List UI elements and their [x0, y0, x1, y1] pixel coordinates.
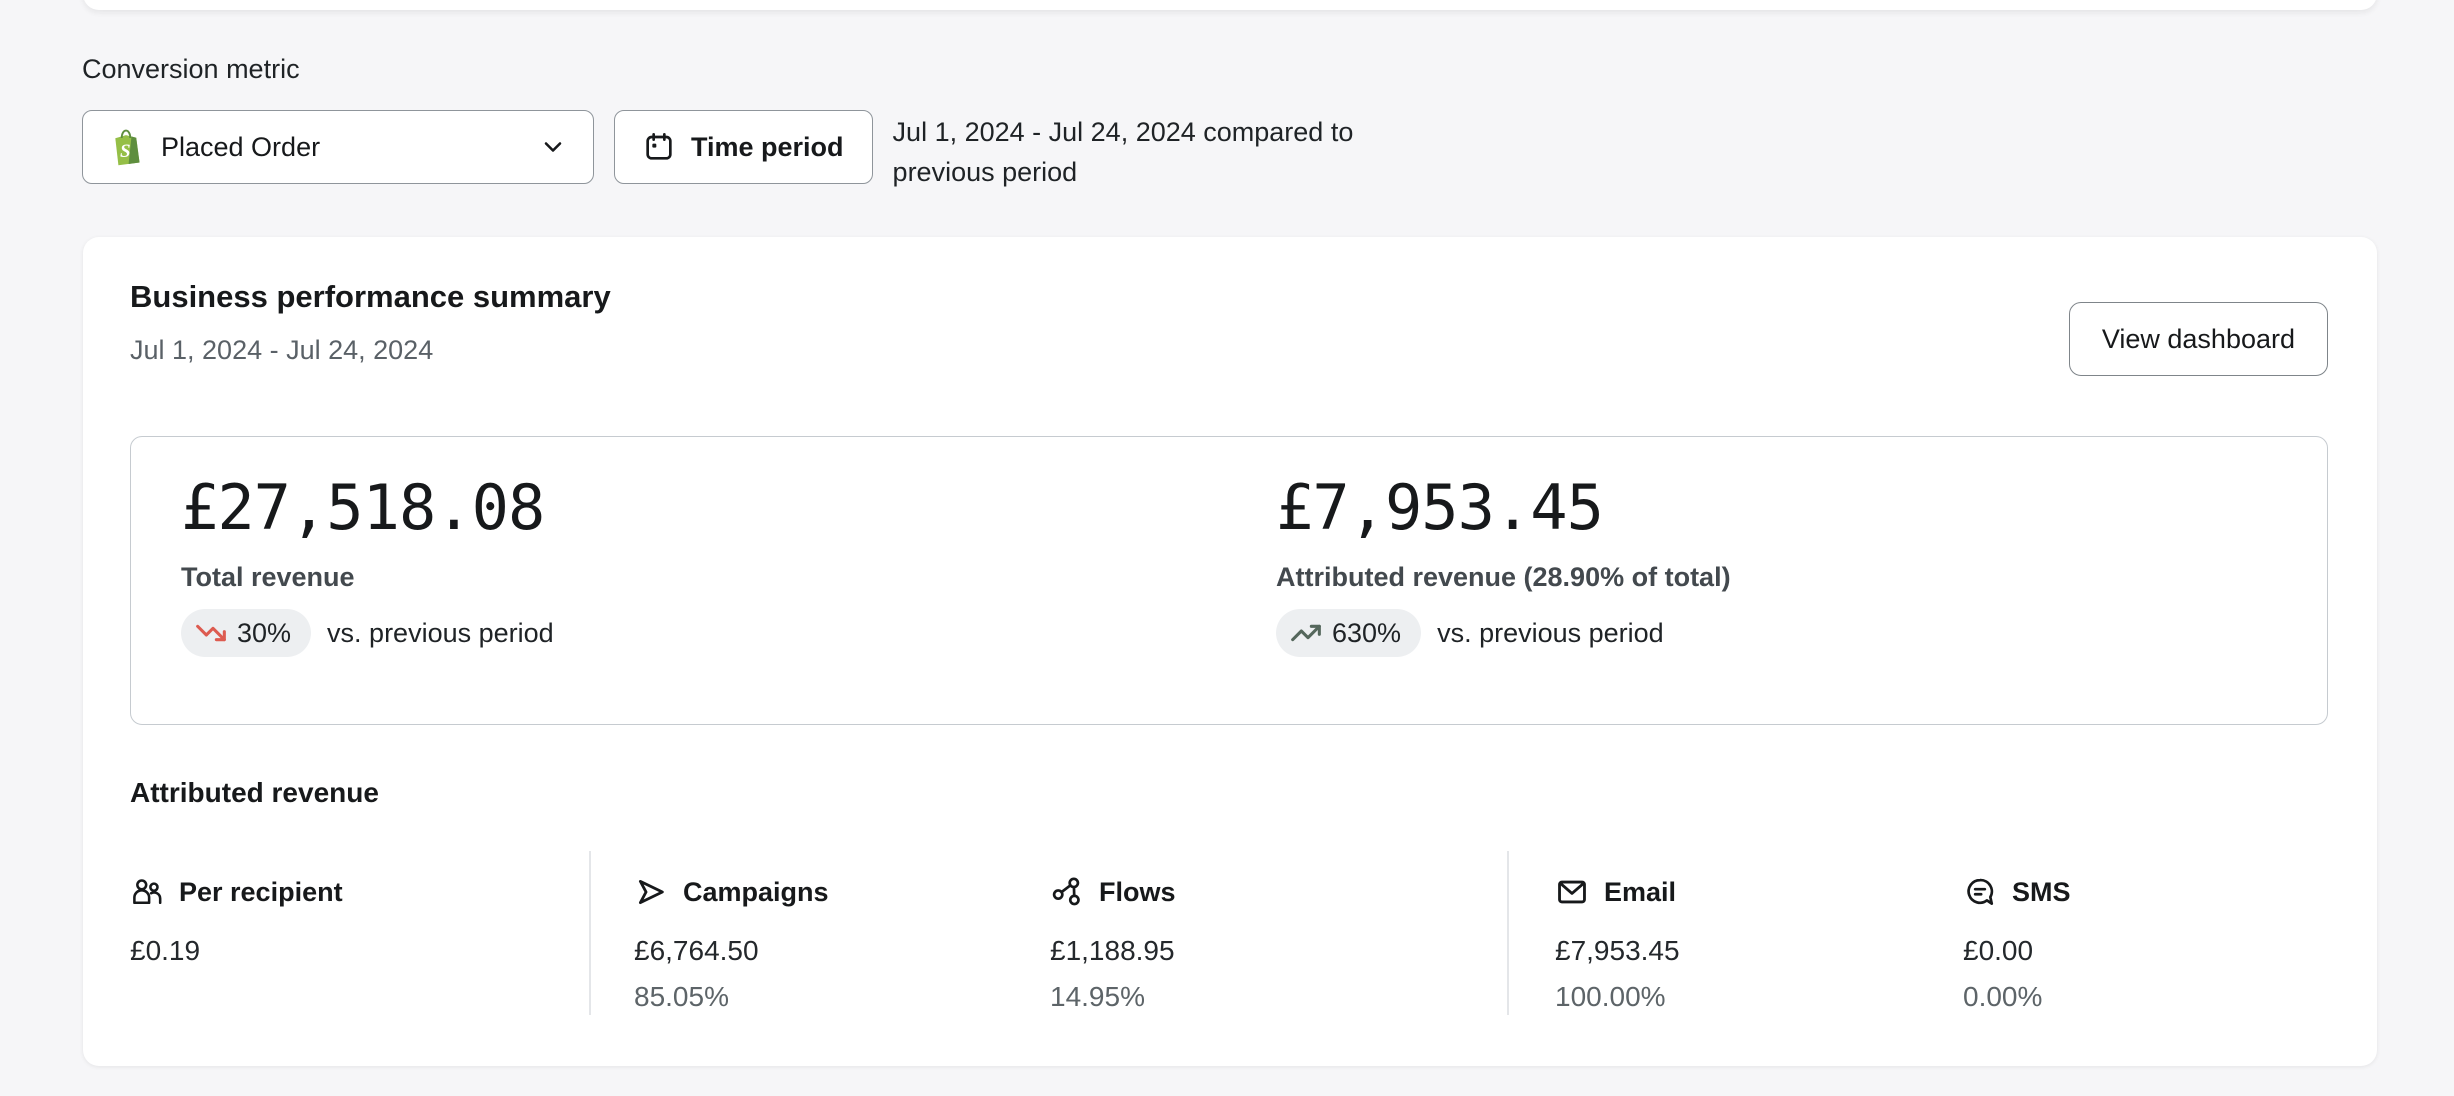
total-revenue-change: 30% vs. previous period — [181, 609, 554, 657]
col-label: Campaigns — [683, 876, 829, 907]
svg-text:S: S — [120, 141, 131, 162]
change-note: vs. previous period — [1437, 617, 1664, 648]
col-label: Flows — [1099, 876, 1176, 907]
total-revenue-metric: £27,518.08 Total revenue 30% vs. previou… — [181, 471, 554, 657]
time-period-button[interactable]: Time period — [614, 110, 873, 184]
sms-icon — [1963, 875, 1997, 909]
col-value: £6,764.50 — [634, 935, 759, 966]
controls-row: S Placed Order Time period Jul 1, 2024 -… — [82, 110, 1453, 192]
metrics-box: £27,518.08 Total revenue 30% vs. previou… — [130, 436, 2328, 725]
conversion-metric-dropdown[interactable]: S Placed Order — [82, 110, 594, 184]
attributed-revenue-change: 630% vs. previous period — [1276, 609, 1731, 657]
trend-up-icon — [1290, 617, 1322, 649]
attributed-col-per-recipient: Per recipient £0.19 — [130, 875, 343, 981]
card-date-range: Jul 1, 2024 - Jul 24, 2024 — [130, 335, 434, 365]
col-percent: 85.05% — [634, 981, 729, 1012]
business-performance-card: Business performance summary Jul 1, 2024… — [83, 237, 2377, 1066]
attributed-revenue-label: Attributed revenue (28.90% of total) — [1276, 562, 1731, 592]
previous-card-bottom-edge — [83, 0, 2377, 10]
col-percent: 100.00% — [1555, 981, 1666, 1012]
total-revenue-value: £27,518.08 — [181, 471, 545, 544]
change-percent: 630% — [1332, 617, 1402, 648]
attributed-col-email: Email £7,953.45 100.00% — [1555, 875, 1680, 1013]
attributed-revenue-section-title: Attributed revenue — [130, 777, 379, 808]
change-note: vs. previous period — [327, 617, 554, 648]
col-percent: 0.00% — [1963, 981, 2043, 1012]
col-value: £7,953.45 — [1555, 935, 1680, 966]
compare-period-text: Jul 1, 2024 - Jul 24, 2024 compared to p… — [892, 117, 1354, 187]
flows-icon — [1050, 875, 1084, 909]
conversion-metric-label: Conversion metric — [82, 54, 300, 84]
col-label: Per recipient — [179, 876, 343, 907]
change-badge: 630% — [1276, 609, 1422, 657]
col-percent: 14.95% — [1050, 981, 1145, 1012]
chevron-down-icon — [539, 133, 567, 161]
time-period-label: Time period — [691, 131, 844, 162]
attributed-col-campaigns: Campaigns £6,764.50 85.05% — [634, 875, 829, 1013]
attributed-revenue-value: £7,953.45 — [1276, 471, 1604, 544]
change-badge: 30% — [181, 609, 312, 657]
total-revenue-label: Total revenue — [181, 562, 355, 592]
send-icon — [634, 875, 668, 909]
attributed-col-sms: SMS £0.00 0.00% — [1963, 875, 2071, 1013]
conversion-metric-value: Placed Order — [161, 131, 321, 162]
col-value: £0.00 — [1963, 935, 2034, 966]
people-icon — [130, 875, 164, 909]
col-value: £0.19 — [130, 935, 201, 966]
trend-down-icon — [195, 617, 227, 649]
card-title: Business performance summary — [130, 279, 611, 314]
column-divider — [589, 851, 591, 1015]
col-value: £1,188.95 — [1050, 935, 1175, 966]
column-divider — [1507, 851, 1509, 1015]
col-label: Email — [1604, 876, 1677, 907]
attributed-revenue-metric: £7,953.45 Attributed revenue (28.90% of … — [1276, 471, 1731, 657]
email-icon — [1555, 875, 1589, 909]
col-label: SMS — [2012, 876, 2071, 907]
change-percent: 30% — [237, 617, 292, 648]
attributed-col-flows: Flows £1,188.95 14.95% — [1050, 875, 1176, 1013]
calendar-icon — [643, 131, 675, 163]
view-dashboard-button[interactable]: View dashboard — [2068, 302, 2328, 376]
shopify-icon: S — [109, 128, 143, 166]
